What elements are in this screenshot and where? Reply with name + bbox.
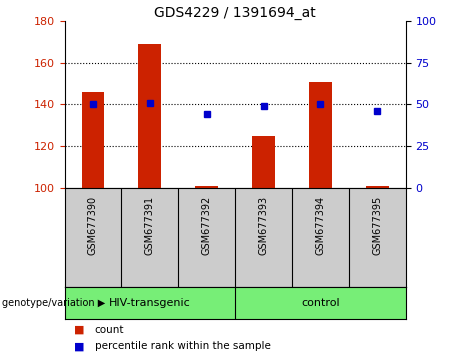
Text: GSM677390: GSM677390 bbox=[88, 195, 98, 255]
Bar bbox=[366, 185, 389, 188]
Text: GSM677391: GSM677391 bbox=[145, 195, 155, 255]
Bar bbox=[195, 185, 218, 188]
Bar bbox=[252, 136, 275, 188]
Text: ■: ■ bbox=[74, 341, 84, 351]
Text: ■: ■ bbox=[74, 325, 84, 335]
Text: GSM677393: GSM677393 bbox=[259, 195, 269, 255]
Text: GSM677394: GSM677394 bbox=[315, 195, 325, 255]
Text: HIV-transgenic: HIV-transgenic bbox=[109, 298, 191, 308]
Text: percentile rank within the sample: percentile rank within the sample bbox=[95, 341, 271, 351]
Text: genotype/variation ▶: genotype/variation ▶ bbox=[2, 298, 106, 308]
Text: GSM677395: GSM677395 bbox=[372, 195, 382, 255]
Text: control: control bbox=[301, 298, 340, 308]
Bar bbox=[309, 81, 332, 188]
Bar bbox=[82, 92, 104, 188]
Text: count: count bbox=[95, 325, 124, 335]
Title: GDS4229 / 1391694_at: GDS4229 / 1391694_at bbox=[154, 6, 316, 20]
Text: GSM677392: GSM677392 bbox=[201, 195, 212, 255]
Bar bbox=[138, 44, 161, 188]
